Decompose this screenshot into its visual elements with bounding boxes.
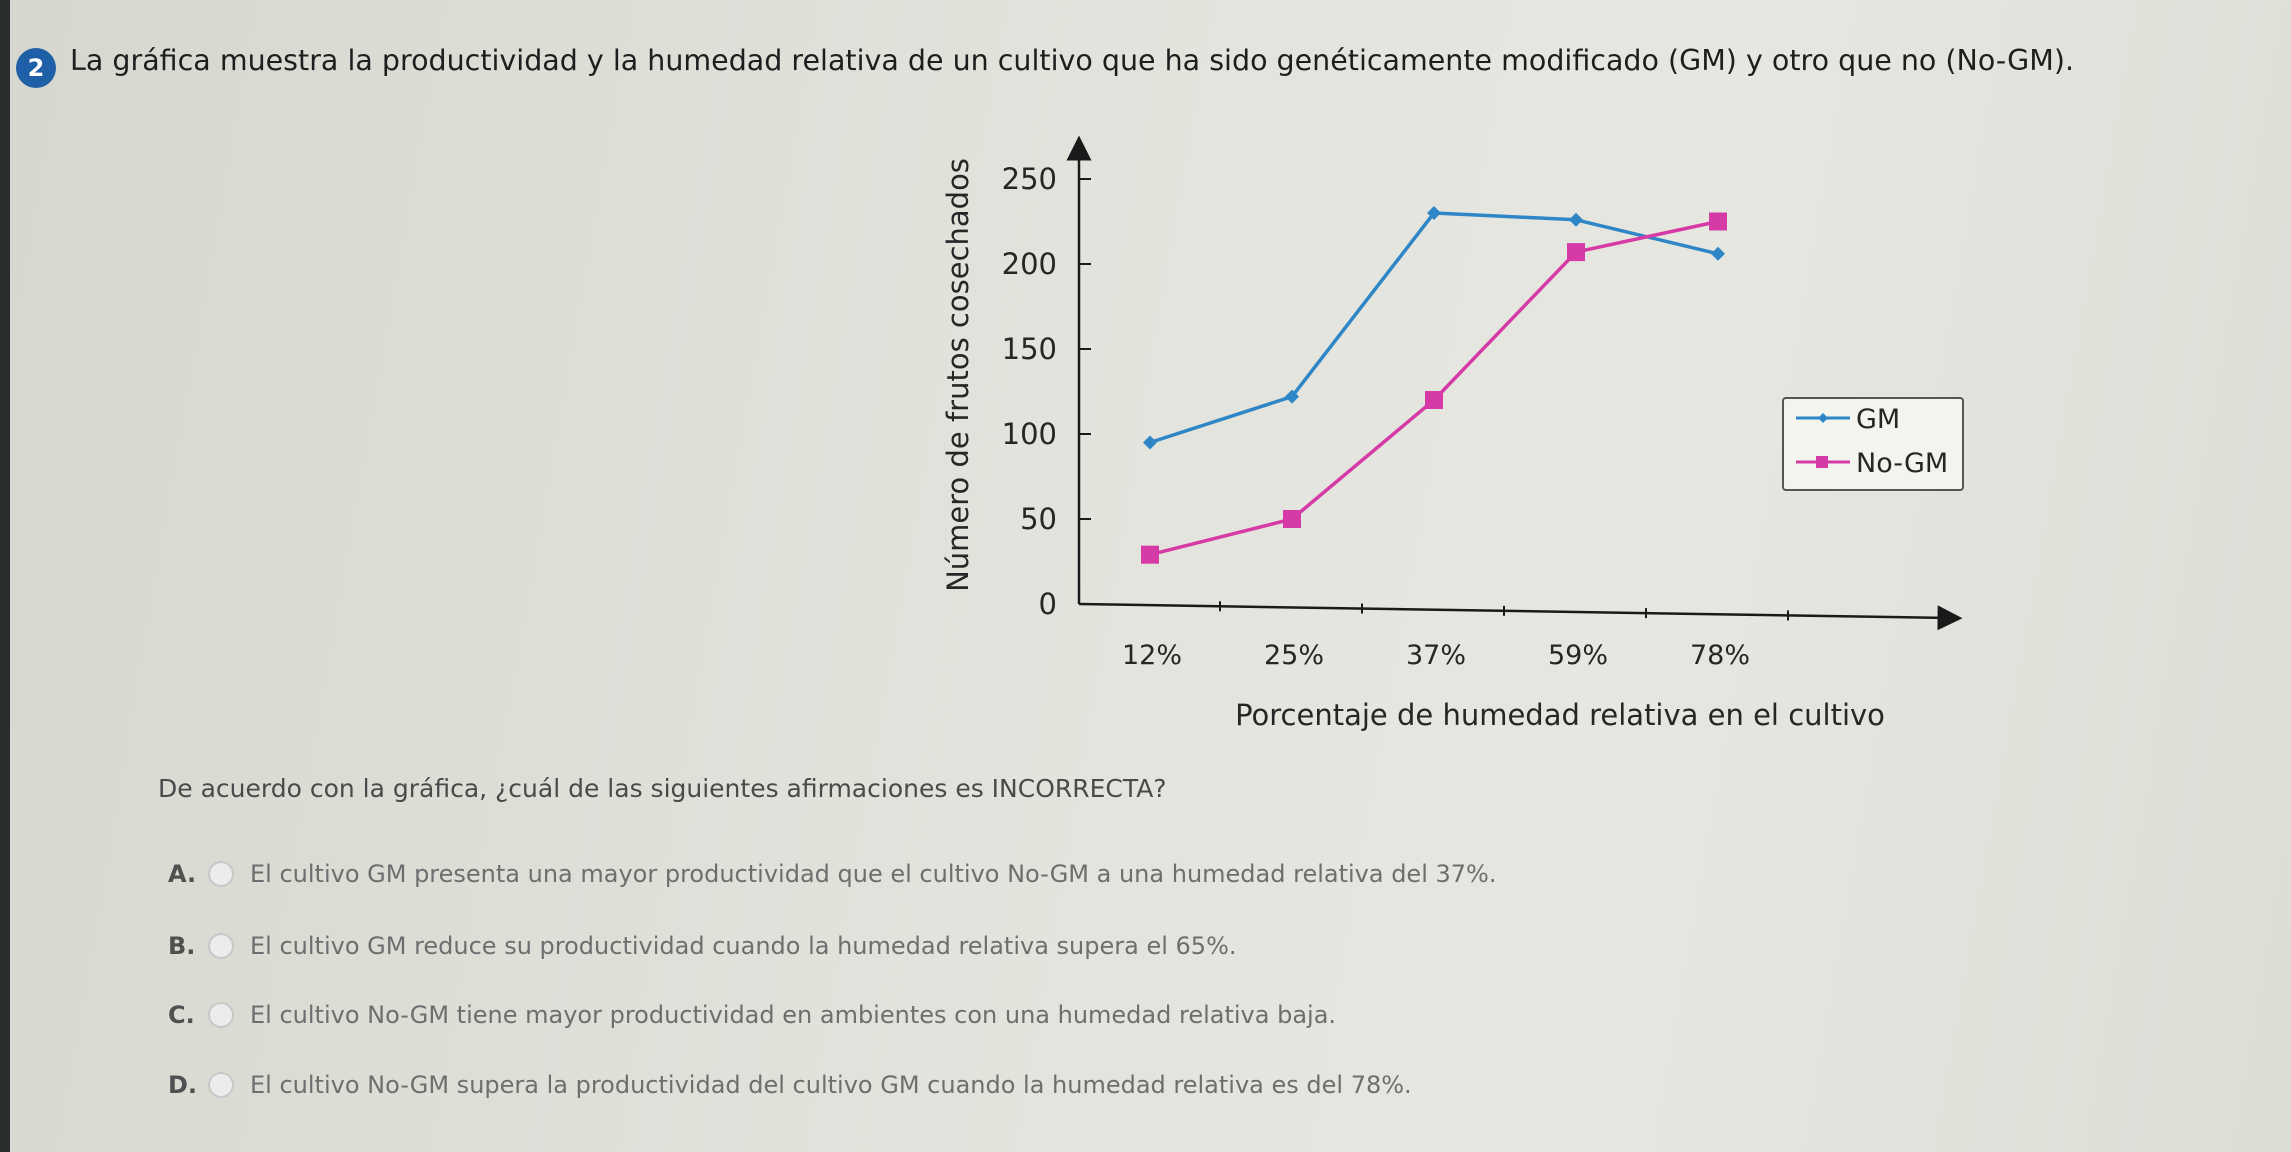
option-c-radio[interactable] bbox=[208, 1002, 234, 1028]
legend: GM No-GM bbox=[1782, 397, 1964, 491]
option-c-letter: C. bbox=[168, 1001, 195, 1029]
option-d[interactable]: D. El cultivo No-GM supera la productivi… bbox=[168, 1071, 1412, 1099]
question-text: De acuerdo con la gráfica, ¿cuál de las … bbox=[158, 774, 1167, 803]
option-c[interactable]: C. El cultivo No-GM tiene mayor producti… bbox=[168, 1001, 1336, 1029]
x-tick-label: 78% bbox=[1690, 640, 1750, 671]
data-point-no-gm bbox=[1567, 243, 1585, 262]
y-tick-label: 200 bbox=[1002, 247, 1057, 281]
data-point-no-gm bbox=[1283, 510, 1301, 528]
legend-label-no-gm: No-GM bbox=[1856, 448, 1948, 479]
series-group bbox=[1141, 206, 1727, 564]
option-d-radio[interactable] bbox=[208, 1072, 234, 1098]
y-tick-group: 0 50 100 150 200 250 bbox=[1002, 162, 1091, 621]
option-b-text: El cultivo GM reduce su productividad cu… bbox=[250, 932, 1237, 960]
legend-marker-gm bbox=[1818, 413, 1828, 423]
legend-marker-no-gm bbox=[1816, 456, 1828, 468]
data-point-no-gm bbox=[1425, 391, 1443, 409]
x-axis-label: Porcentaje de humedad relativa en el cul… bbox=[1235, 698, 1885, 732]
y-tick-label: 150 bbox=[1002, 332, 1057, 366]
data-point-gm bbox=[1427, 206, 1441, 220]
x-tick-label: 37% bbox=[1406, 640, 1466, 671]
option-a-letter: A. bbox=[168, 860, 197, 888]
option-a[interactable]: A. El cultivo GM presenta una mayor prod… bbox=[168, 860, 1496, 888]
data-point-no-gm bbox=[1709, 212, 1727, 231]
x-tick-group: 12% 25% 37% 59% 78% bbox=[1122, 601, 1789, 671]
x-axis bbox=[1078, 602, 1963, 631]
x-tick-label: 12% bbox=[1122, 640, 1182, 671]
productivity-chart: 0 50 100 150 200 250 12% 25% 37% 59% 78% Número d… bbox=[941, 135, 1964, 732]
screen-edge bbox=[0, 0, 10, 1152]
option-d-text: El cultivo No-GM supera la productividad… bbox=[250, 1071, 1412, 1099]
data-point-no-gm bbox=[1141, 545, 1159, 564]
data-point-gm bbox=[1285, 389, 1299, 404]
series-line-no-gm bbox=[1149, 219, 1719, 557]
option-d-letter: D. bbox=[168, 1071, 198, 1099]
question-number-badge: 2 bbox=[16, 48, 56, 88]
legend-label-gm: GM bbox=[1856, 404, 1900, 435]
y-tick-label: 100 bbox=[1002, 417, 1057, 451]
question-prompt: La gráfica muestra la productividad y la… bbox=[70, 44, 2075, 77]
option-b[interactable]: B. El cultivo GM reduce su productividad… bbox=[168, 932, 1237, 960]
data-point-gm bbox=[1569, 212, 1583, 227]
data-point-gm bbox=[1711, 246, 1725, 261]
x-tick-label: 59% bbox=[1548, 640, 1608, 671]
data-point-gm bbox=[1143, 435, 1157, 450]
option-a-text: El cultivo GM presenta una mayor product… bbox=[250, 860, 1497, 888]
option-a-radio[interactable] bbox=[208, 861, 234, 887]
y-tick-label: 50 bbox=[1020, 502, 1057, 536]
y-axis-label: Número de frutos cosechados bbox=[941, 158, 975, 592]
y-tick-label: 250 bbox=[1002, 162, 1057, 196]
x-tick-label: 25% bbox=[1264, 640, 1324, 671]
option-b-letter: B. bbox=[168, 932, 196, 960]
option-c-text: El cultivo No-GM tiene mayor productivid… bbox=[250, 1001, 1337, 1029]
option-b-radio[interactable] bbox=[208, 933, 234, 959]
y-tick-label: 0 bbox=[1039, 587, 1057, 621]
